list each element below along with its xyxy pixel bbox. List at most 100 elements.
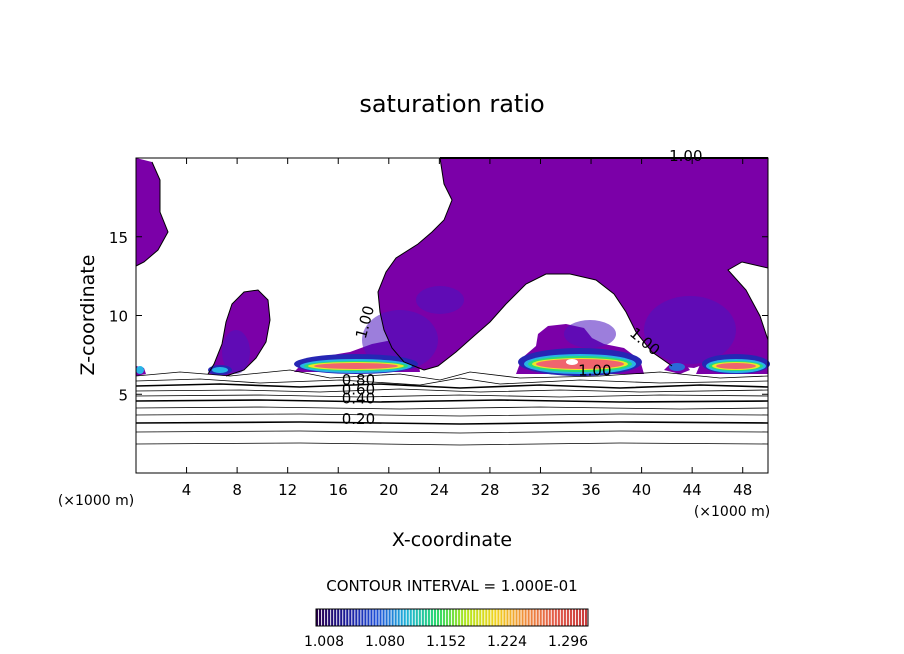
colorbar-swatch: [448, 609, 452, 626]
colorbar-swatch: [424, 609, 427, 626]
colorbar-swatch: [569, 609, 572, 626]
colorbar-tick-label: 1.152: [426, 634, 466, 650]
y-tick-label: 15: [109, 229, 128, 247]
colorbar-swatch: [325, 609, 328, 626]
colorbar-swatch: [433, 609, 436, 626]
colorbar-swatch: [566, 609, 569, 626]
colorbar-swatch: [388, 609, 391, 626]
colorbar-swatch: [536, 609, 539, 626]
y-axis: 5 10 15: [109, 229, 768, 404]
colorbar-tick-label: 1.008: [304, 634, 344, 650]
x-tick-label: 32: [531, 481, 550, 499]
colorbar-tick-label: 1.224: [487, 634, 527, 650]
colorbar-swatch: [379, 609, 382, 626]
colorbar-swatch: [530, 609, 533, 626]
colorbar-swatch: [482, 609, 485, 626]
colorbar-swatch: [488, 609, 491, 626]
colorbar-swatch: [436, 609, 440, 626]
cloud-core-1: [294, 354, 418, 374]
x-unit-left: (×1000 m): [58, 493, 134, 509]
x-tick-label: 12: [278, 481, 297, 499]
contour-label: 1.00: [578, 361, 611, 379]
colorbar-swatch: [542, 609, 545, 626]
cloud-core-small: [136, 363, 685, 375]
colorbar-swatch: [503, 609, 506, 626]
colorbar-swatch: [415, 609, 418, 626]
colorbar-swatch: [349, 609, 352, 626]
colorbar-swatch: [391, 609, 394, 626]
colorbar-swatch: [367, 609, 370, 626]
contour-label: 0.40: [342, 390, 375, 408]
colorbar-swatch: [322, 609, 325, 626]
cloud-core-2: [518, 348, 642, 376]
colorbar-swatch: [575, 609, 579, 626]
colorbar-swatch: [397, 609, 400, 626]
colorbar-swatch: [328, 609, 331, 626]
colorbar-swatch: [376, 609, 379, 626]
colorbar-tick-label: 1.296: [548, 634, 588, 650]
colorbar-swatch: [578, 609, 582, 626]
colorbar-swatch: [527, 609, 530, 626]
x-unit-right: (×1000 m): [694, 504, 770, 520]
shading-deep: [222, 286, 736, 374]
x-axis-label: X-coordinate: [392, 529, 512, 551]
colorbar-swatch: [334, 609, 337, 626]
x-axis: 4 8 12 16 20 24 28 32 36 40 44 48: [182, 158, 752, 499]
x-tick-label: 48: [733, 481, 752, 499]
colorbar-swatch: [439, 609, 443, 626]
colorbar-swatch: [364, 609, 367, 626]
contour-interval-text: CONTOUR INTERVAL = 1.000E-01: [326, 577, 577, 595]
colorbar-swatch: [427, 609, 430, 626]
colorbar-swatch: [557, 609, 560, 626]
colorbar-swatch: [584, 609, 588, 626]
colorbar-swatch: [394, 609, 397, 626]
colorbar-swatch: [400, 609, 403, 626]
colorbar-swatch: [409, 609, 412, 626]
colorbar-swatch: [337, 609, 340, 626]
colorbar-swatch: [442, 609, 446, 626]
colorbar-swatch: [551, 609, 554, 626]
x-tick-label: 20: [379, 481, 398, 499]
colorbar-swatch: [461, 609, 464, 626]
colorbar-swatch: [430, 609, 433, 626]
colorbar-swatch: [467, 609, 470, 626]
colorbar-swatch: [352, 609, 355, 626]
colorbar-swatch: [370, 609, 373, 626]
colorbar-swatch: [346, 609, 349, 626]
colorbar-swatch: [445, 609, 449, 626]
colorbar-swatch: [385, 609, 388, 626]
colorbar-swatch: [506, 609, 509, 626]
contour-1-00-line: [135, 157, 769, 377]
x-tick-label: 44: [683, 481, 702, 499]
colorbar-swatch: [358, 609, 361, 626]
colorbar: [316, 609, 588, 626]
y-axis-label: Z-coordinate: [77, 255, 99, 376]
colorbar-tick-label: 1.080: [365, 634, 405, 650]
colorbar-swatch: [494, 609, 497, 626]
x-tick-label: 24: [430, 481, 449, 499]
colorbar-swatch: [539, 609, 542, 626]
chart-title: saturation ratio: [359, 90, 544, 118]
colorbar-swatch: [470, 609, 473, 626]
colorbar-swatch: [403, 609, 406, 626]
colorbar-swatch: [343, 609, 346, 626]
x-tick-label: 36: [581, 481, 600, 499]
contour-label: 0.60: [342, 380, 375, 398]
colorbar-swatch: [361, 609, 364, 626]
contour-label: 0.20: [342, 410, 375, 428]
colorbar-swatch: [316, 609, 319, 626]
contour-label: 0.80: [342, 371, 375, 389]
colorbar-swatch: [406, 609, 409, 626]
saturation-field: [135, 157, 770, 446]
x-tick-label: 4: [182, 481, 192, 499]
colorbar-swatch: [452, 609, 455, 626]
colorbar-swatch: [524, 609, 527, 626]
colorbar-swatch: [355, 609, 358, 626]
colorbar-labels: 1.008 1.080 1.152 1.224 1.296: [304, 634, 588, 650]
colorbar-swatch: [515, 609, 518, 626]
saturated-region-left-top: [136, 158, 168, 266]
x-tick-label: 40: [632, 481, 651, 499]
colorbar-swatch: [418, 609, 421, 626]
colorbar-swatch: [572, 609, 576, 626]
